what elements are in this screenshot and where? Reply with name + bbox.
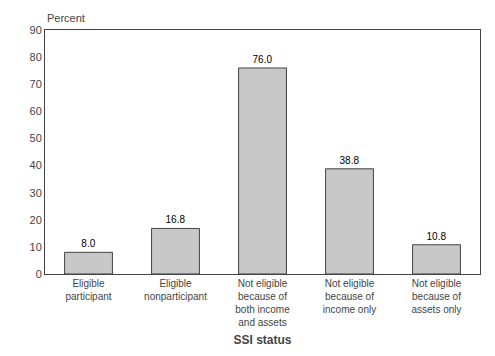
svg-text:40: 40 — [30, 159, 42, 171]
svg-text:30: 30 — [30, 187, 42, 199]
svg-text:80: 80 — [30, 51, 42, 63]
svg-text:70: 70 — [30, 78, 42, 90]
svg-text:Eligiblenonparticipant: Eligiblenonparticipant — [144, 278, 207, 302]
svg-text:76.0: 76.0 — [253, 54, 273, 65]
svg-text:20: 20 — [30, 214, 42, 226]
svg-text:Not eligiblebecause ofboth inc: Not eligiblebecause ofboth incomeand ass… — [235, 278, 290, 328]
svg-text:SSI status: SSI status — [233, 333, 291, 347]
svg-text:8.0: 8.0 — [81, 238, 95, 249]
svg-text:16.8: 16.8 — [166, 214, 186, 225]
svg-text:Not eligiblebecause ofincome o: Not eligiblebecause ofincome only — [323, 278, 376, 315]
svg-text:Eligibleparticipant: Eligibleparticipant — [65, 278, 111, 302]
svg-text:38.8: 38.8 — [340, 155, 360, 166]
svg-text:10.8: 10.8 — [427, 231, 447, 242]
svg-text:10: 10 — [30, 241, 42, 253]
svg-text:0: 0 — [36, 268, 42, 280]
svg-text:Not eligiblebecause ofassets o: Not eligiblebecause ofassets only — [411, 278, 461, 315]
svg-text:60: 60 — [30, 105, 42, 117]
svg-text:90: 90 — [30, 24, 42, 36]
svg-text:Percent: Percent — [47, 12, 85, 24]
svg-text:50: 50 — [30, 132, 42, 144]
